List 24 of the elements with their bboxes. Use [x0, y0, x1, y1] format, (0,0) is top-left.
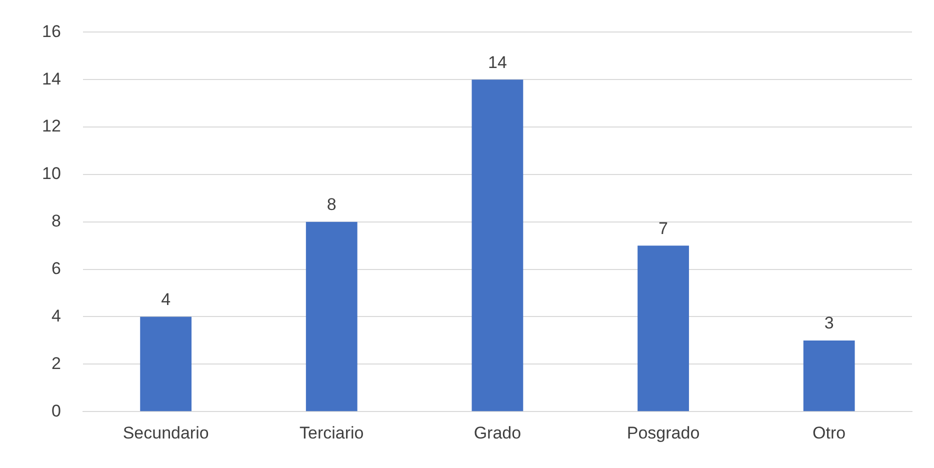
- y-tick-label: 14: [42, 69, 61, 88]
- bar: [140, 316, 192, 412]
- x-tick-label: Secundario: [122, 423, 209, 442]
- y-tick-label: 8: [51, 212, 61, 231]
- x-tick-label: Grado: [474, 423, 522, 442]
- y-tick-label: 10: [42, 164, 61, 184]
- y-tick-label: 6: [51, 259, 61, 278]
- bar: [638, 246, 689, 412]
- x-tick-label: Otro: [812, 423, 846, 442]
- y-tick-label: 12: [42, 116, 61, 136]
- y-tick-label: 4: [51, 306, 61, 326]
- x-tick-label: Posgrado: [626, 423, 700, 442]
- data-label: 14: [488, 52, 507, 72]
- bar: [803, 340, 855, 412]
- bar: [306, 222, 358, 412]
- data-label: 4: [161, 290, 171, 309]
- data-label: 8: [326, 195, 336, 214]
- y-tick-label: 16: [42, 22, 61, 41]
- data-label: 7: [658, 218, 668, 238]
- y-tick-label: 2: [51, 354, 61, 373]
- data-label: 3: [824, 314, 834, 333]
- y-tick-label: 0: [51, 401, 61, 420]
- bar: [472, 80, 524, 412]
- x-tick-label: Terciario: [300, 423, 364, 442]
